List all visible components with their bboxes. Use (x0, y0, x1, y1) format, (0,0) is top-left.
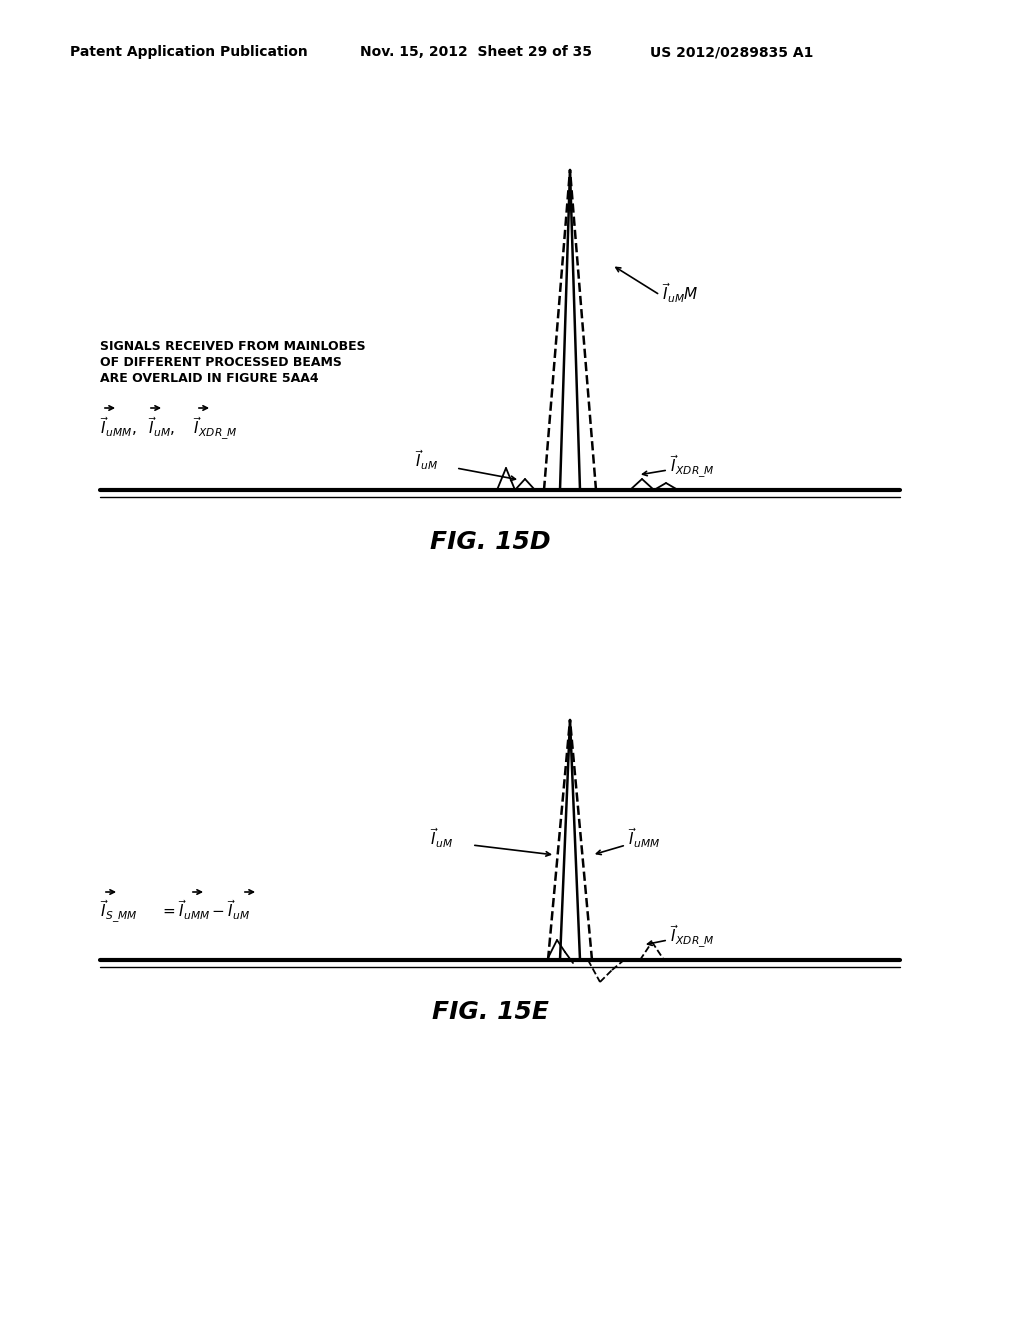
Text: $\vec{I}_{uMM},$: $\vec{I}_{uMM},$ (100, 414, 136, 438)
Text: $\vec{I}_{uM},$: $\vec{I}_{uM},$ (148, 414, 175, 438)
Text: $\vec{I}_{XDR\_M}$: $\vec{I}_{XDR\_M}$ (193, 414, 238, 441)
Text: $\vec{I}_{uMM}$: $\vec{I}_{uMM}$ (628, 826, 660, 850)
Text: $\vec{I}_{S\_MM}$: $\vec{I}_{S\_MM}$ (100, 898, 138, 924)
Text: OF DIFFERENT PROCESSED BEAMS: OF DIFFERENT PROCESSED BEAMS (100, 356, 342, 370)
Text: $=\vec{I}_{uMM}-\vec{I}_{uM}$: $=\vec{I}_{uMM}-\vec{I}_{uM}$ (160, 898, 250, 921)
Text: $\vec{I}_{XDR\_M}$: $\vec{I}_{XDR\_M}$ (670, 453, 715, 479)
Text: Nov. 15, 2012  Sheet 29 of 35: Nov. 15, 2012 Sheet 29 of 35 (360, 45, 592, 59)
Text: US 2012/0289835 A1: US 2012/0289835 A1 (650, 45, 813, 59)
Text: FIG. 15D: FIG. 15D (430, 531, 550, 554)
Text: $\vec{I}_{uM}M$: $\vec{I}_{uM}M$ (662, 281, 698, 305)
Text: SIGNALS RECEIVED FROM MAINLOBES: SIGNALS RECEIVED FROM MAINLOBES (100, 341, 366, 352)
Text: ARE OVERLAID IN FIGURE 5AA4: ARE OVERLAID IN FIGURE 5AA4 (100, 372, 318, 385)
Text: $\vec{I}_{XDR\_M}$: $\vec{I}_{XDR\_M}$ (670, 923, 715, 949)
Text: Patent Application Publication: Patent Application Publication (70, 45, 308, 59)
Text: $\vec{I}_{uM}$: $\vec{I}_{uM}$ (415, 449, 438, 471)
Text: FIG. 15E: FIG. 15E (431, 1001, 549, 1024)
Text: $\vec{I}_{uM}$: $\vec{I}_{uM}$ (430, 826, 454, 850)
